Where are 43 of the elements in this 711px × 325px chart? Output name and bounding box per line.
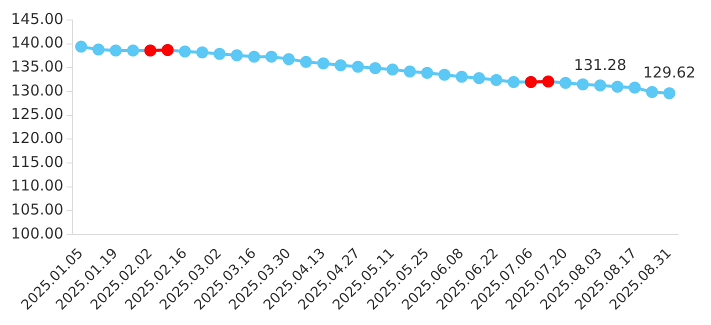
data-label: 131.28 — [574, 56, 626, 74]
point — [369, 62, 382, 74]
point — [248, 50, 260, 63]
point — [196, 46, 208, 58]
point — [127, 44, 140, 56]
y-tick-label: 140.00 — [10, 34, 64, 52]
y-tick-label: 130.00 — [10, 81, 64, 100]
y-tick-label: 145.00 — [10, 10, 64, 28]
point — [92, 44, 104, 56]
point — [438, 68, 450, 81]
point — [282, 53, 295, 66]
y-tick-label: 125.00 — [10, 105, 64, 124]
point — [560, 76, 572, 89]
point — [628, 82, 641, 94]
point — [646, 86, 658, 98]
point — [404, 65, 416, 78]
point — [611, 80, 624, 93]
y-tick-label: 135.00 — [10, 58, 64, 76]
point — [386, 64, 399, 76]
point — [594, 79, 606, 92]
point — [508, 76, 520, 88]
y-tick-label: 115.00 — [10, 152, 64, 171]
point — [663, 87, 676, 100]
y-tick-label: 100.00 — [10, 224, 64, 242]
y-tick-label: 105.00 — [10, 200, 64, 219]
point — [576, 78, 589, 90]
point — [456, 70, 468, 83]
y-tick-label: 110.00 — [10, 176, 64, 195]
point — [317, 57, 330, 70]
point — [265, 50, 278, 63]
point — [300, 56, 312, 68]
point — [110, 44, 122, 56]
point — [421, 66, 434, 79]
data-label: 129.62 — [643, 64, 696, 82]
point — [334, 59, 347, 72]
point — [230, 49, 243, 62]
point — [473, 72, 486, 84]
point — [490, 74, 502, 86]
point — [75, 40, 88, 53]
point — [352, 60, 364, 73]
point — [214, 48, 226, 60]
point — [178, 45, 191, 58]
y-tick-label: 120.00 — [10, 129, 64, 148]
